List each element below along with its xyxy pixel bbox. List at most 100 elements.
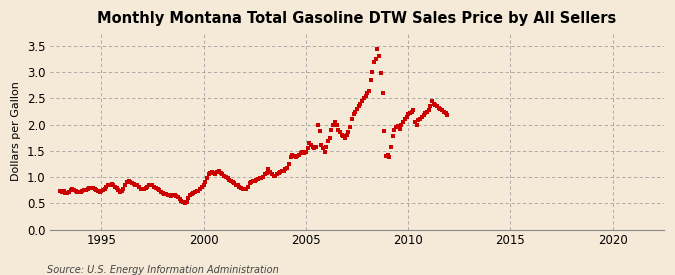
Point [384,155,395,159]
Point [65,188,76,192]
Point [256,175,267,180]
Point [386,144,397,149]
Point [270,174,281,178]
Point [333,128,344,132]
Point [268,173,279,178]
Point [152,186,163,191]
Point [238,186,248,191]
Point [400,117,410,122]
Point [212,170,223,174]
Point [217,172,227,177]
Point [61,191,72,196]
Point [242,184,253,189]
Point [118,186,129,191]
Point [77,189,88,193]
Point [90,188,101,192]
Point [327,122,338,127]
Point [309,146,320,150]
Point [343,130,354,135]
Point [72,189,83,194]
Point [105,183,115,187]
Point [113,188,124,192]
Point [232,183,243,188]
Point [116,189,127,193]
Point [194,186,205,191]
Point [203,172,214,177]
Point [326,128,337,132]
Point [292,154,302,158]
Point [387,134,398,138]
Point [55,189,65,193]
Point [302,146,313,150]
Point [307,144,318,149]
Point [300,150,311,154]
Point [159,192,169,196]
Point [134,184,144,189]
Point [148,184,159,189]
Point [196,184,207,189]
Point [87,186,98,190]
Point [290,155,301,159]
Point [358,96,369,101]
Point [241,186,252,191]
Point [186,192,197,196]
Point [284,162,294,166]
Point [59,189,70,193]
Point [277,169,288,173]
Point [296,151,306,156]
Point [115,189,126,194]
Point [95,189,105,194]
Point [147,183,158,188]
Point [79,188,90,192]
Point [176,199,187,203]
Point [406,109,417,114]
Point [248,179,259,183]
Point [323,139,333,144]
Point [178,200,188,204]
Point [353,104,364,108]
Point [76,189,86,194]
Point [157,191,168,195]
Point [338,134,349,138]
Point [69,188,80,192]
Point [142,184,153,189]
Point [70,189,81,193]
Point [363,88,374,93]
Point [135,186,146,191]
Point [246,180,256,185]
Point [352,107,362,111]
Point [96,189,107,193]
Point [253,177,264,181]
Point [313,122,323,127]
Point [355,101,366,106]
Point [192,189,202,193]
Point [442,113,453,117]
Point [101,184,112,189]
Point [123,178,134,183]
Point [374,54,385,59]
Point [377,91,388,95]
Point [57,189,68,194]
Point [63,189,74,194]
Point [356,99,367,103]
Point [145,183,156,187]
Point [422,109,433,114]
Point [372,46,383,51]
Point [335,130,346,135]
Title: Monthly Montana Total Gasoline DTW Sales Price by All Sellers: Monthly Montana Total Gasoline DTW Sales… [97,11,617,26]
Point [227,180,238,185]
Point [280,167,291,171]
Point [249,178,260,183]
Point [138,186,149,191]
Point [336,133,347,137]
Point [151,185,161,190]
Point [223,177,234,182]
Point [429,101,439,106]
Point [161,192,171,197]
Point [420,111,431,115]
Point [74,190,84,194]
Point [156,189,167,194]
Point [174,197,185,201]
Point [263,167,274,171]
Point [180,201,190,205]
